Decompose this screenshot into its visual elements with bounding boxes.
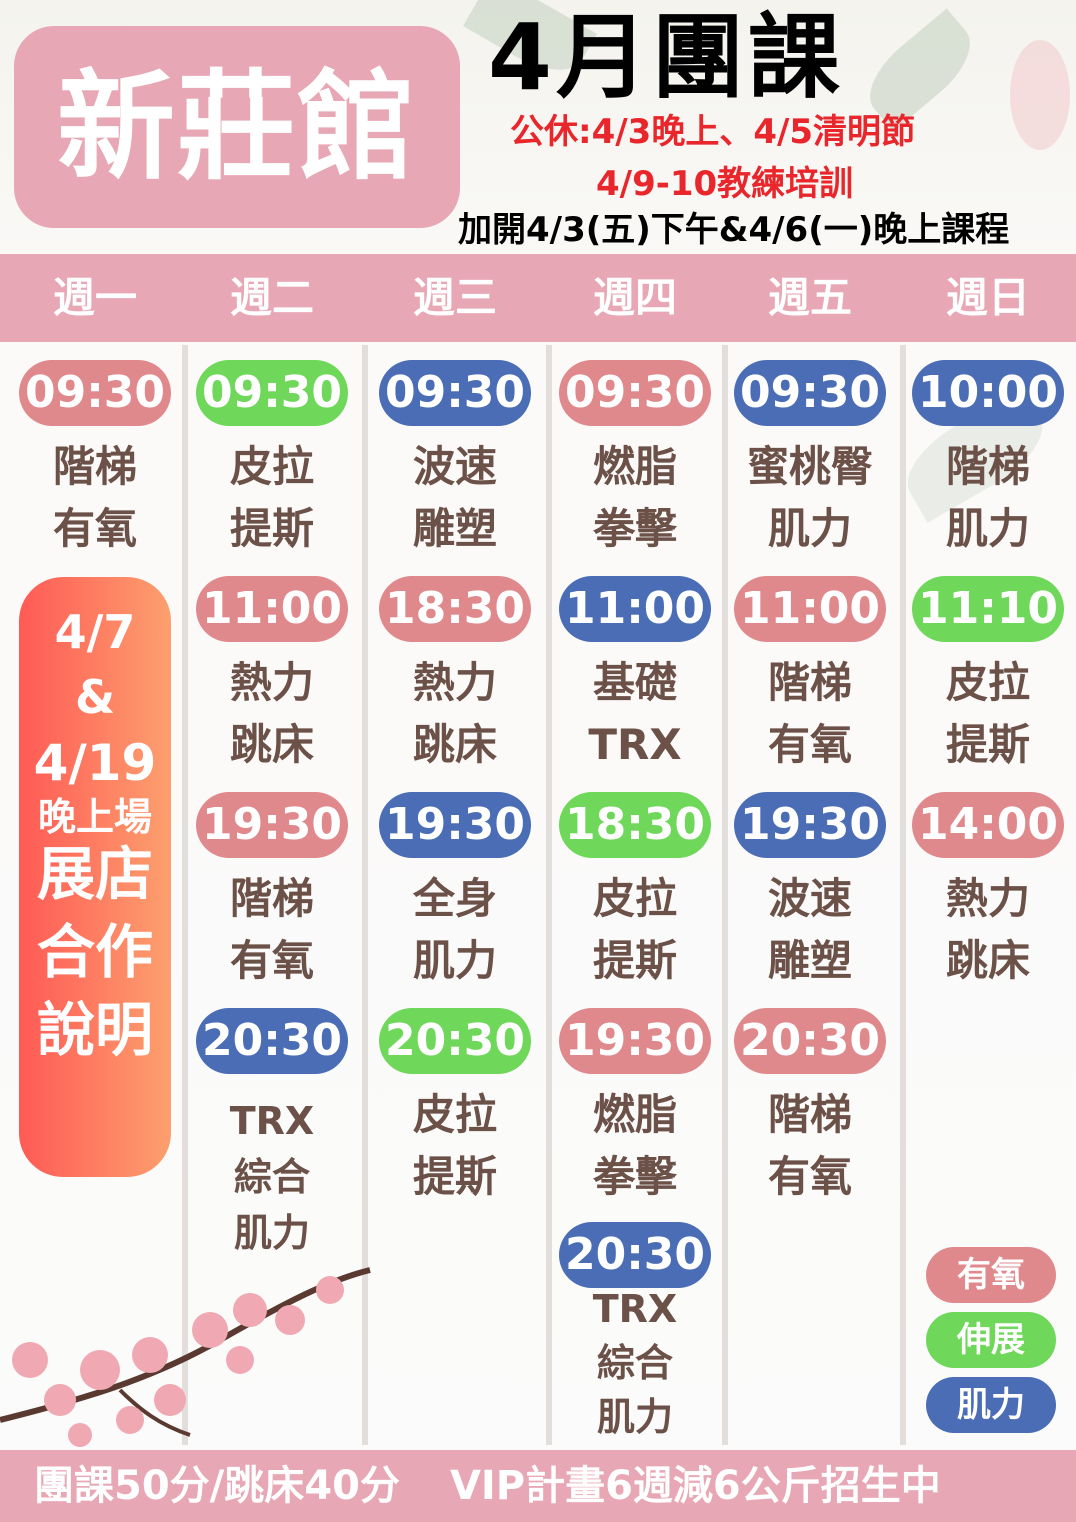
class-name-line: 有氧	[767, 1152, 852, 1201]
class-name-line: 有氧	[229, 936, 314, 985]
promo-date-2: 4/19	[33, 734, 157, 793]
weekday-header-band	[0, 254, 1076, 342]
class-name-line: 階梯	[767, 1090, 852, 1139]
class-time-pill[interactable]: 19:30	[734, 792, 886, 858]
legend-stretch: 伸展	[926, 1312, 1056, 1368]
notice-extra-classes: 加開4/3(五)下午&4/6(一)晚上課程	[458, 210, 1010, 250]
column-divider	[900, 345, 906, 1445]
class-name-line: 階梯	[229, 874, 314, 923]
class-name-line: 階梯	[767, 658, 852, 707]
class-time-pill[interactable]: 20:30	[196, 1008, 348, 1074]
column-divider	[722, 345, 728, 1445]
column-divider	[182, 345, 188, 1445]
promo-amp: &	[74, 669, 116, 724]
class-name-line: 跳床	[229, 720, 314, 769]
class-name-line: 皮拉	[945, 658, 1030, 707]
footer-band: 團課50分/跳床40分 VIP計畫6週減6公斤招生中	[0, 1450, 1076, 1522]
class-time-pill[interactable]: 10:00	[912, 360, 1064, 426]
class-name-line: 提斯	[945, 720, 1030, 769]
venue-name: 新莊館	[14, 26, 460, 228]
class-time-pill[interactable]: 14:00	[912, 792, 1064, 858]
class-time-pill[interactable]: 09:30	[196, 360, 348, 426]
class-name-line: 拳擊	[592, 1152, 677, 1201]
class-name-line: 提斯	[412, 1152, 497, 1201]
class-name-line: 跳床	[945, 936, 1030, 985]
class-name-line: 熱力	[412, 658, 497, 707]
class-name-line: TRX	[592, 1287, 678, 1331]
class-name-line: 蜜桃臀	[746, 442, 873, 491]
class-name-line: 皮拉	[412, 1090, 497, 1139]
notice-holiday: 公休:4/3晚上、4/5清明節	[510, 112, 916, 152]
class-time-pill[interactable]: 20:30	[559, 1222, 711, 1288]
column-divider	[362, 345, 368, 1445]
weekday-header: 週三	[412, 273, 497, 322]
promo-line-1: 展店	[36, 839, 153, 908]
class-time-pill[interactable]: 18:30	[379, 576, 531, 642]
class-name-line: 全身	[412, 874, 497, 923]
class-name-line: 熱力	[229, 658, 314, 707]
column-divider	[546, 345, 552, 1445]
class-name-line: 階梯	[52, 442, 137, 491]
class-name-line: 階梯	[945, 442, 1030, 491]
weekday-header: 週日	[945, 273, 1030, 322]
class-name-line: 拳擊	[592, 504, 677, 553]
weekday-header: 週五	[767, 273, 852, 322]
promo-session: 晚上場	[37, 795, 152, 840]
weekday-header: 週一	[52, 273, 137, 322]
class-name-line: 肌力	[945, 504, 1030, 553]
class-name-line: TRX	[588, 720, 682, 769]
weekday-header: 週四	[592, 273, 677, 322]
class-time-pill[interactable]: 19:30	[379, 792, 531, 858]
class-time-pill[interactable]: 11:00	[734, 576, 886, 642]
class-time-pill[interactable]: 11:10	[912, 576, 1064, 642]
weekday-header: 週二	[229, 273, 314, 322]
class-name-line: 提斯	[229, 504, 314, 553]
class-name-line: 雕塑	[767, 936, 852, 985]
class-time-pill[interactable]: 20:30	[379, 1008, 531, 1074]
notice-training: 4/9-10教練培訓	[596, 164, 854, 204]
class-name-line: 有氧	[52, 504, 137, 553]
class-time-pill[interactable]: 19:30	[196, 792, 348, 858]
class-name-line: 皮拉	[592, 874, 677, 923]
class-name-line: 跳床	[412, 720, 497, 769]
class-name-line: 雕塑	[412, 504, 497, 553]
footer-vip-program[interactable]: VIP計畫6週減6公斤招生中	[449, 1463, 941, 1509]
class-name-line: 肌力	[596, 1395, 673, 1439]
class-time-pill[interactable]: 09:30	[379, 360, 531, 426]
class-name-line: 燃脂	[592, 442, 677, 491]
class-name-line: 綜合	[596, 1341, 673, 1385]
class-name-line: 波速	[412, 442, 497, 491]
class-name-line: 提斯	[592, 936, 677, 985]
class-time-pill[interactable]: 20:30	[734, 1008, 886, 1074]
class-time-pill[interactable]: 18:30	[559, 792, 711, 858]
class-time-pill[interactable]: 11:00	[559, 576, 711, 642]
promo-date-1: 4/7	[54, 605, 136, 659]
class-name-line: 肌力	[412, 936, 497, 985]
class-time-pill[interactable]: 09:30	[559, 360, 711, 426]
class-name-line: 皮拉	[229, 442, 314, 491]
rose-bud-decoration	[1010, 40, 1070, 150]
class-name-line: 波速	[767, 874, 852, 923]
class-name-line: 燃脂	[592, 1090, 677, 1139]
class-name-line: TRX	[229, 1099, 315, 1143]
promo-line-2: 合作	[36, 917, 153, 986]
page-title: 4月團課	[488, 4, 845, 111]
legend-strength: 肌力	[926, 1377, 1056, 1433]
promo-line-3: 說明	[36, 995, 153, 1064]
class-name-line: 基礎	[592, 658, 677, 707]
promo-banner[interactable]: 4/7 & 4/19 晚上場 展店 合作 說明	[19, 577, 171, 1177]
legend-aerobic: 有氧	[926, 1247, 1056, 1303]
class-name-line: 綜合	[233, 1155, 310, 1199]
class-name-line: 有氧	[767, 720, 852, 769]
footer-duration: 團課50分/跳床40分	[34, 1463, 400, 1509]
class-name-line: 肌力	[767, 504, 852, 553]
class-time-pill[interactable]: 09:30	[734, 360, 886, 426]
class-name-line: 肌力	[233, 1211, 310, 1255]
class-time-pill[interactable]: 11:00	[196, 576, 348, 642]
class-time-pill[interactable]: 19:30	[559, 1008, 711, 1074]
class-time-pill[interactable]: 09:30	[19, 360, 171, 426]
class-name-line: 熱力	[945, 874, 1030, 923]
cherry-blossom-decoration	[0, 1267, 371, 1447]
